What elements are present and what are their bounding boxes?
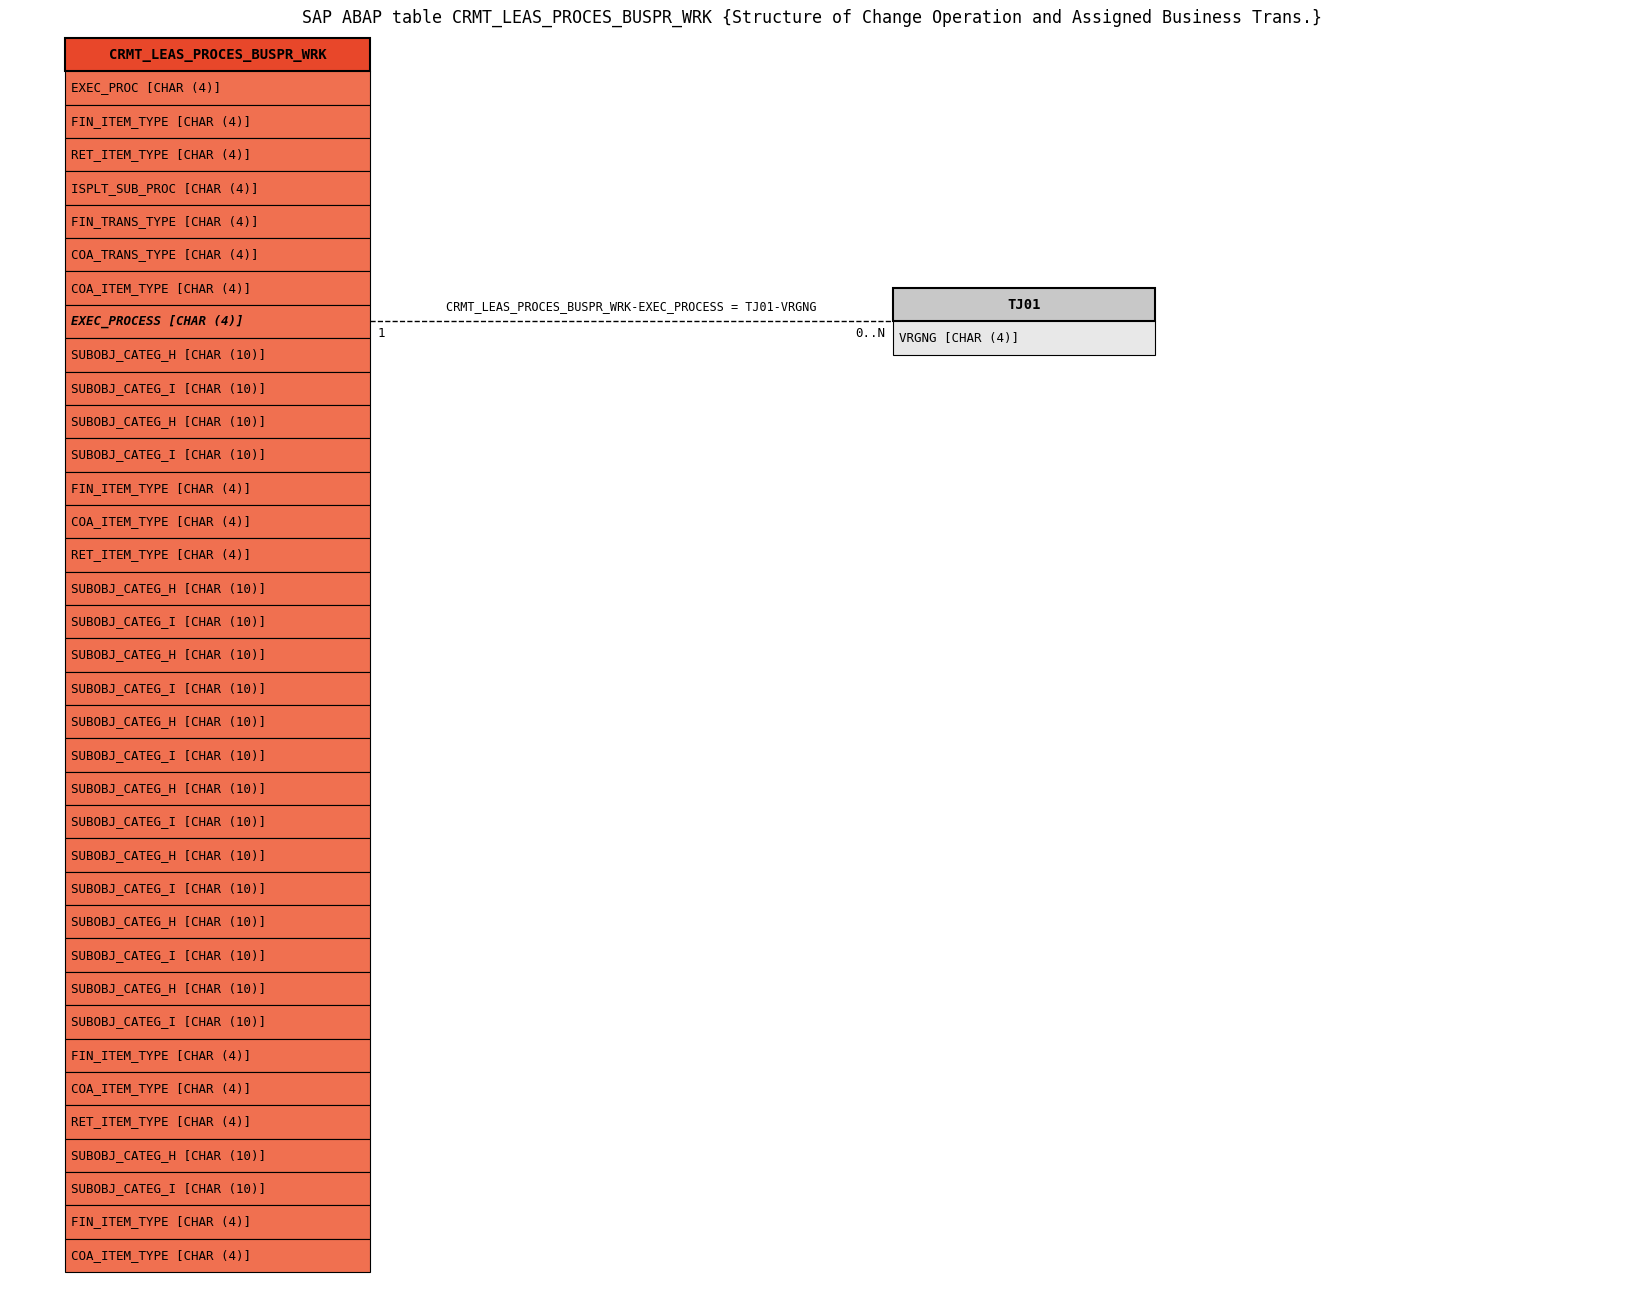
Text: SUBOBJ_CATEG_H [CHAR (10)]: SUBOBJ_CATEG_H [CHAR (10)] xyxy=(72,648,266,661)
Text: SUBOBJ_CATEG_H [CHAR (10)]: SUBOBJ_CATEG_H [CHAR (10)] xyxy=(72,348,266,361)
Text: VRGNG [CHAR (4)]: VRGNG [CHAR (4)] xyxy=(899,331,1019,344)
Text: FIN_TRANS_TYPE [CHAR (4)]: FIN_TRANS_TYPE [CHAR (4)] xyxy=(72,214,258,227)
Text: SUBOBJ_CATEG_I [CHAR (10)]: SUBOBJ_CATEG_I [CHAR (10)] xyxy=(72,682,266,695)
Text: SUBOBJ_CATEG_H [CHAR (10)]: SUBOBJ_CATEG_H [CHAR (10)] xyxy=(72,848,266,861)
FancyBboxPatch shape xyxy=(65,1139,370,1172)
FancyBboxPatch shape xyxy=(65,538,370,572)
Text: EXEC_PROCESS [CHAR (4)]: EXEC_PROCESS [CHAR (4)] xyxy=(72,314,244,329)
FancyBboxPatch shape xyxy=(894,288,1155,321)
FancyBboxPatch shape xyxy=(65,505,370,538)
FancyBboxPatch shape xyxy=(65,1105,370,1139)
Text: SUBOBJ_CATEG_H [CHAR (10)]: SUBOBJ_CATEG_H [CHAR (10)] xyxy=(72,782,266,795)
Text: EXEC_PROC [CHAR (4)]: EXEC_PROC [CHAR (4)] xyxy=(72,82,221,95)
Text: RET_ITEM_TYPE [CHAR (4)]: RET_ITEM_TYPE [CHAR (4)] xyxy=(72,548,250,561)
Text: FIN_ITEM_TYPE [CHAR (4)]: FIN_ITEM_TYPE [CHAR (4)] xyxy=(72,1216,250,1229)
Text: COA_ITEM_TYPE [CHAR (4)]: COA_ITEM_TYPE [CHAR (4)] xyxy=(72,516,250,529)
Text: COA_ITEM_TYPE [CHAR (4)]: COA_ITEM_TYPE [CHAR (4)] xyxy=(72,1082,250,1095)
FancyBboxPatch shape xyxy=(65,171,370,205)
Text: SUBOBJ_CATEG_I [CHAR (10)]: SUBOBJ_CATEG_I [CHAR (10)] xyxy=(72,382,266,395)
FancyBboxPatch shape xyxy=(65,772,370,805)
Text: SUBOBJ_CATEG_H [CHAR (10)]: SUBOBJ_CATEG_H [CHAR (10)] xyxy=(72,1148,266,1161)
FancyBboxPatch shape xyxy=(65,905,370,938)
Text: SUBOBJ_CATEG_I [CHAR (10)]: SUBOBJ_CATEG_I [CHAR (10)] xyxy=(72,616,266,629)
Text: SUBOBJ_CATEG_I [CHAR (10)]: SUBOBJ_CATEG_I [CHAR (10)] xyxy=(72,816,266,829)
FancyBboxPatch shape xyxy=(65,1205,370,1239)
FancyBboxPatch shape xyxy=(65,838,370,872)
Text: SUBOBJ_CATEG_I [CHAR (10)]: SUBOBJ_CATEG_I [CHAR (10)] xyxy=(72,1182,266,1195)
FancyBboxPatch shape xyxy=(65,238,370,271)
Text: SUBOBJ_CATEG_I [CHAR (10)]: SUBOBJ_CATEG_I [CHAR (10)] xyxy=(72,448,266,461)
FancyBboxPatch shape xyxy=(65,71,370,105)
FancyBboxPatch shape xyxy=(65,672,370,705)
FancyBboxPatch shape xyxy=(65,1038,370,1072)
Text: SUBOBJ_CATEG_H [CHAR (10)]: SUBOBJ_CATEG_H [CHAR (10)] xyxy=(72,716,266,729)
Text: TJ01: TJ01 xyxy=(1008,297,1040,312)
FancyBboxPatch shape xyxy=(65,38,370,71)
FancyBboxPatch shape xyxy=(65,972,370,1005)
FancyBboxPatch shape xyxy=(65,305,370,338)
FancyBboxPatch shape xyxy=(65,938,370,972)
FancyBboxPatch shape xyxy=(65,805,370,838)
FancyBboxPatch shape xyxy=(65,1005,370,1038)
Text: CRMT_LEAS_PROCES_BUSPR_WRK-EXEC_PROCESS = TJ01-VRGNG: CRMT_LEAS_PROCES_BUSPR_WRK-EXEC_PROCESS … xyxy=(447,300,817,313)
Text: SUBOBJ_CATEG_I [CHAR (10)]: SUBOBJ_CATEG_I [CHAR (10)] xyxy=(72,948,266,961)
FancyBboxPatch shape xyxy=(65,438,370,472)
Text: ISPLT_SUB_PROC [CHAR (4)]: ISPLT_SUB_PROC [CHAR (4)] xyxy=(72,182,258,195)
Text: SAP ABAP table CRMT_LEAS_PROCES_BUSPR_WRK {Structure of Change Operation and Ass: SAP ABAP table CRMT_LEAS_PROCES_BUSPR_WR… xyxy=(302,9,1323,27)
Text: 1: 1 xyxy=(379,327,385,340)
Text: SUBOBJ_CATEG_I [CHAR (10)]: SUBOBJ_CATEG_I [CHAR (10)] xyxy=(72,1016,266,1029)
Text: COA_TRANS_TYPE [CHAR (4)]: COA_TRANS_TYPE [CHAR (4)] xyxy=(72,248,258,261)
Text: FIN_ITEM_TYPE [CHAR (4)]: FIN_ITEM_TYPE [CHAR (4)] xyxy=(72,482,250,495)
FancyBboxPatch shape xyxy=(65,1239,370,1272)
Text: 0..N: 0..N xyxy=(855,327,886,340)
Text: SUBOBJ_CATEG_H [CHAR (10)]: SUBOBJ_CATEG_H [CHAR (10)] xyxy=(72,916,266,929)
FancyBboxPatch shape xyxy=(65,372,370,405)
FancyBboxPatch shape xyxy=(65,605,370,638)
FancyBboxPatch shape xyxy=(65,872,370,905)
Text: FIN_ITEM_TYPE [CHAR (4)]: FIN_ITEM_TYPE [CHAR (4)] xyxy=(72,114,250,127)
Text: COA_ITEM_TYPE [CHAR (4)]: COA_ITEM_TYPE [CHAR (4)] xyxy=(72,1248,250,1261)
Text: RET_ITEM_TYPE [CHAR (4)]: RET_ITEM_TYPE [CHAR (4)] xyxy=(72,148,250,161)
FancyBboxPatch shape xyxy=(65,105,370,138)
FancyBboxPatch shape xyxy=(894,321,1155,355)
FancyBboxPatch shape xyxy=(65,472,370,505)
FancyBboxPatch shape xyxy=(65,1172,370,1205)
FancyBboxPatch shape xyxy=(65,705,370,738)
Text: SUBOBJ_CATEG_H [CHAR (10)]: SUBOBJ_CATEG_H [CHAR (10)] xyxy=(72,982,266,995)
FancyBboxPatch shape xyxy=(65,205,370,238)
FancyBboxPatch shape xyxy=(65,738,370,772)
FancyBboxPatch shape xyxy=(65,638,370,672)
Text: COA_ITEM_TYPE [CHAR (4)]: COA_ITEM_TYPE [CHAR (4)] xyxy=(72,282,250,295)
Text: RET_ITEM_TYPE [CHAR (4)]: RET_ITEM_TYPE [CHAR (4)] xyxy=(72,1116,250,1129)
FancyBboxPatch shape xyxy=(65,338,370,372)
Text: FIN_ITEM_TYPE [CHAR (4)]: FIN_ITEM_TYPE [CHAR (4)] xyxy=(72,1048,250,1061)
Text: CRMT_LEAS_PROCES_BUSPR_WRK: CRMT_LEAS_PROCES_BUSPR_WRK xyxy=(109,48,327,61)
FancyBboxPatch shape xyxy=(65,271,370,305)
Text: SUBOBJ_CATEG_H [CHAR (10)]: SUBOBJ_CATEG_H [CHAR (10)] xyxy=(72,582,266,595)
FancyBboxPatch shape xyxy=(65,138,370,171)
Text: SUBOBJ_CATEG_I [CHAR (10)]: SUBOBJ_CATEG_I [CHAR (10)] xyxy=(72,882,266,895)
Text: SUBOBJ_CATEG_I [CHAR (10)]: SUBOBJ_CATEG_I [CHAR (10)] xyxy=(72,748,266,761)
FancyBboxPatch shape xyxy=(65,1072,370,1105)
FancyBboxPatch shape xyxy=(65,405,370,438)
Text: SUBOBJ_CATEG_H [CHAR (10)]: SUBOBJ_CATEG_H [CHAR (10)] xyxy=(72,416,266,429)
FancyBboxPatch shape xyxy=(65,572,370,605)
